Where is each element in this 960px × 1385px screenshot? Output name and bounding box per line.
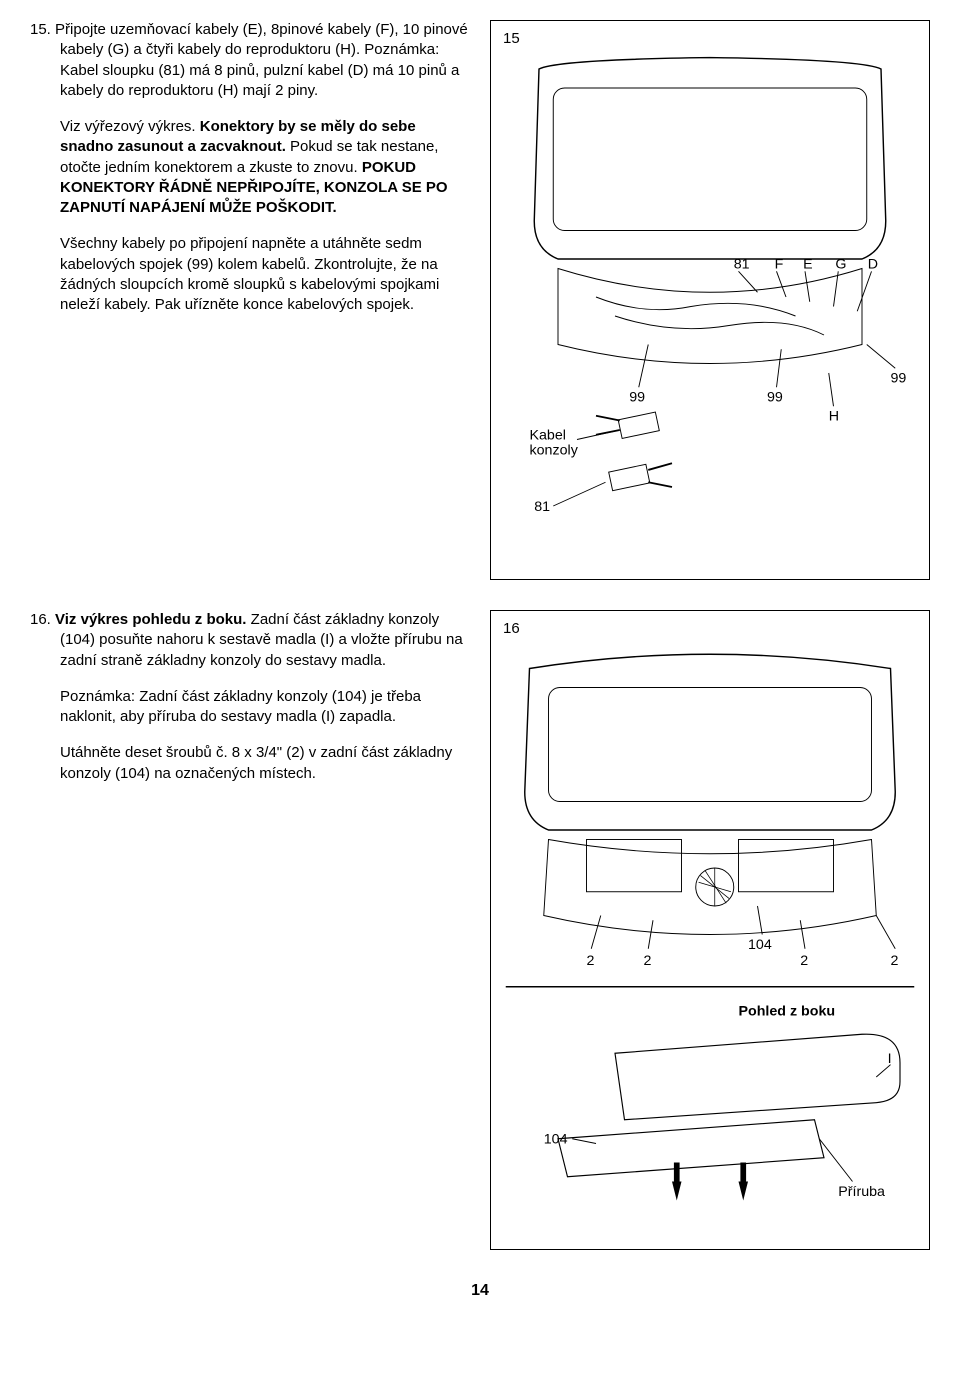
label-104b: 104 (544, 1132, 568, 1148)
label-99c: 99 (891, 371, 907, 387)
label-priruba: Příruba (838, 1184, 885, 1200)
figure-16-diagram: 2 2 2 2 104 Pohled z boku I 104 (501, 621, 919, 1210)
figure-16-number: 16 (503, 619, 520, 639)
step-16-row: 16. Viz výkres pohledu z boku. Zadní čás… (30, 610, 930, 1250)
label-81: 81 (734, 257, 750, 273)
label-pohled-z-boku: Pohled z boku (739, 1003, 836, 1019)
label-2b: 2 (644, 953, 652, 969)
page-number: 14 (30, 1280, 930, 1302)
step-16-text: 16. Viz výkres pohledu z boku. Zadní čás… (30, 610, 470, 1250)
label-104a: 104 (748, 937, 772, 953)
label-D: D (868, 257, 878, 273)
step-15-p2: Viz výřezový výkres. Konektory by se měl… (30, 117, 470, 218)
step-16-p1: 16. Viz výkres pohledu z boku. Zadní čás… (30, 610, 470, 671)
step-15-p3: Všechny kabely po připojení napněte a ut… (30, 234, 470, 315)
step-15-number: 15. (30, 21, 51, 38)
step-16-number: 16. (30, 611, 51, 628)
figure-15: 15 81 F E G D 99 99 9 (490, 20, 930, 580)
figure-15-diagram: 81 F E G D 99 99 99 H Kabel konzoly (501, 31, 919, 544)
label-F: F (775, 257, 784, 273)
label-99b: 99 (767, 390, 783, 406)
step-15-p2a: Viz výřezový výkres. (60, 118, 200, 135)
step-15-text: 15. Připojte uzemňovací kabely (E), 8pin… (30, 20, 470, 580)
label-99a: 99 (629, 390, 645, 406)
step-15-p1-text: Připojte uzemňovací kabely (E), 8pinové … (55, 21, 468, 99)
label-E: E (803, 257, 813, 273)
figure-15-number: 15 (503, 29, 520, 49)
figure-16: 16 (490, 610, 930, 1250)
step-15-row: 15. Připojte uzemňovací kabely (E), 8pin… (30, 20, 930, 580)
step-15-p1: 15. Připojte uzemňovací kabely (E), 8pin… (30, 20, 470, 101)
label-81b: 81 (534, 499, 550, 515)
step-16-p2: Poznámka: Zadní část základny konzoly (1… (30, 687, 470, 728)
label-kabel-konzoly: Kabel konzoly (530, 428, 579, 459)
label-2a: 2 (587, 953, 595, 969)
label-I: I (888, 1051, 892, 1067)
label-H: H (829, 409, 839, 425)
label-2d: 2 (891, 953, 899, 969)
label-2c: 2 (800, 953, 808, 969)
step-16-p3: Utáhněte deset šroubů č. 8 x 3/4" (2) v … (30, 743, 470, 784)
step-16-p1a: Viz výkres pohledu z boku. (55, 611, 246, 628)
label-G: G (835, 257, 846, 273)
